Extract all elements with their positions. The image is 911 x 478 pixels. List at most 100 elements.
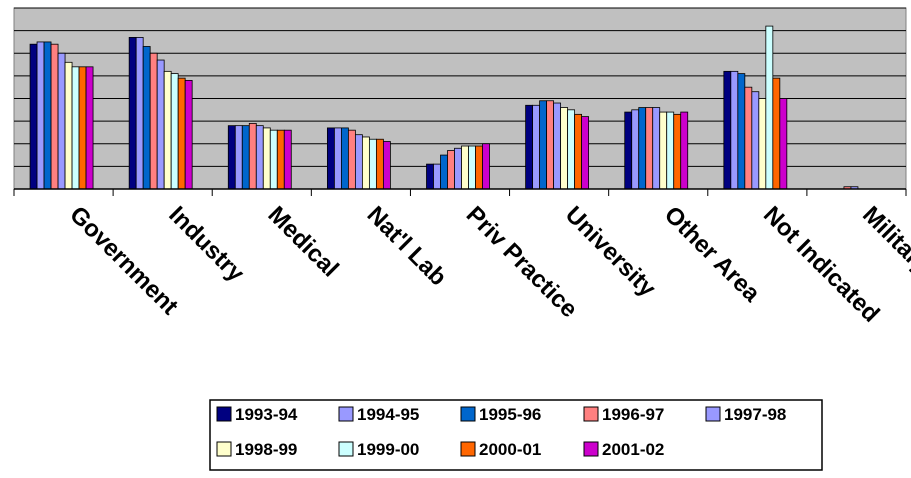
bar: 1996-97 – Nat'l Lab: 2.6 [347, 129, 356, 190]
bar: 1994-95 – Nat'l Lab: 2.7 [333, 127, 342, 190]
bar: 1994-95 – Not Indicated: 5.2 [730, 70, 739, 190]
bar: 1999-00 – Other Area: 3.4 [666, 111, 675, 190]
bar: 1999-00 – Priv Practice: 1.9 [468, 145, 476, 190]
legend-label: 1995-96 [479, 405, 541, 424]
bar: 1997-98 – Priv Practice: 1.8 [454, 147, 462, 190]
bar: 1998-99 – Government: 5.6 [64, 61, 73, 190]
bar: 1997-98 – Government: 6 [57, 52, 66, 190]
bar: 1998-99 – Priv Practice: 1.9 [461, 145, 469, 190]
bar: 2000-01 – Not Indicated: 4.9 [772, 77, 781, 190]
bar: 2001-02 – Not Indicated: 4 [779, 98, 788, 190]
bar: 1994-95 – Other Area: 3.5 [631, 109, 640, 190]
legend-label: 1993-94 [235, 405, 298, 424]
bar: 1996-97 – Priv Practice: 1.7 [447, 150, 455, 190]
bar: 1997-98 – Other Area: 3.6 [652, 107, 661, 190]
bar: 1998-99 – Not Indicated: 4 [758, 98, 767, 190]
bar: 1993-94 – Medical: 2.8 [227, 125, 236, 190]
bar: 2000-01 – Nat'l Lab: 2.2 [375, 138, 384, 190]
category-label: Industry [163, 201, 249, 287]
legend-label: 2001-02 [602, 440, 664, 459]
legend-swatch [583, 406, 599, 422]
bar: 1997-98 – Not Indicated: 4.3 [751, 91, 760, 190]
legend-swatch [338, 406, 354, 422]
bar: 1998-99 – University: 3.6 [560, 107, 569, 190]
legend-swatch [583, 441, 599, 457]
bar: 1998-99 – Other Area: 3.4 [659, 111, 668, 190]
bar: 1995-96 – Other Area: 3.6 [638, 107, 647, 190]
bar: 1994-95 – Industry: 6.7 [135, 37, 144, 190]
bar: 1995-96 – Industry: 6.3 [142, 46, 151, 190]
bar: 2000-01 – Other Area: 3.3 [673, 113, 682, 190]
legend-label: 1996-97 [602, 405, 664, 424]
bar: 1997-98 – Nat'l Lab: 2.4 [354, 134, 363, 190]
bar: 2000-01 – Medical: 2.6 [276, 129, 285, 190]
bar: 1999-00 – Not Indicated: 7.2 [765, 25, 774, 190]
legend-label: 1994-95 [357, 405, 419, 424]
bar: 1996-97 – Industry: 6 [149, 52, 158, 190]
legend-swatch [216, 441, 232, 457]
bar: 1993-94 – Other Area: 3.4 [624, 111, 633, 190]
bar: 1995-96 – Government: 6.5 [43, 41, 52, 190]
bar: 2001-02 – Nat'l Lab: 2.1 [382, 141, 391, 190]
bar: 1996-97 – Not Indicated: 4.5 [744, 86, 753, 190]
bar: 2001-02 – Other Area: 3.4 [680, 111, 689, 190]
bar: 1996-97 – University: 3.9 [546, 100, 555, 190]
bar: 1995-96 – Not Indicated: 5.1 [737, 73, 746, 190]
bar: 1999-00 – Government: 5.4 [71, 66, 80, 190]
category-label: Medical [262, 201, 343, 282]
bar: 2001-02 – Government: 5.4 [85, 66, 94, 190]
legend-label: 1997-98 [724, 405, 786, 424]
bar: 1993-94 – University: 3.7 [525, 104, 534, 190]
bar: 1993-94 – Government: 6.4 [29, 43, 38, 190]
bar: 1998-99 – Nat'l Lab: 2.3 [361, 136, 370, 190]
bar: 1993-94 – Industry: 6.7 [128, 37, 137, 190]
category-label: Military [857, 201, 911, 280]
bar: 1997-98 – University: 3.8 [553, 102, 562, 190]
bar: 1995-96 – Medical: 2.8 [241, 125, 250, 190]
bar: 1999-00 – Industry: 5.1 [170, 73, 179, 190]
legend-swatch [460, 406, 476, 422]
legend-swatch [338, 441, 354, 457]
bar: 1999-00 – Nat'l Lab: 2.2 [368, 138, 377, 190]
bar: 1994-95 – Government: 6.5 [36, 41, 45, 190]
bar: 1995-96 – University: 3.9 [539, 100, 548, 190]
bar: 1993-94 – Not Indicated: 5.2 [723, 70, 732, 190]
legend: 1993-94 1994-95 1995-96 1996-97 1997-98 1998-… [209, 399, 823, 471]
category-label: Nat'l Lab [362, 201, 452, 291]
bar: 2001-02 – Priv Practice: 2 [482, 143, 490, 190]
bar: 1995-96 – Priv Practice: 1.5 [440, 154, 448, 190]
category-label: Other Area [659, 201, 766, 308]
bar: 1998-99 – Medical: 2.7 [262, 127, 271, 190]
legend-swatch [705, 406, 721, 422]
bar: 1997-98 – Industry: 5.7 [156, 59, 165, 190]
legend-swatch [216, 406, 232, 422]
bar: 1996-97 – Other Area: 3.6 [645, 107, 654, 190]
legend-label: 2000-01 [479, 440, 541, 459]
bar: 1995-96 – Nat'l Lab: 2.7 [340, 127, 349, 190]
bar: 1994-95 – University: 3.7 [532, 104, 541, 190]
legend-label: 1999-00 [357, 440, 419, 459]
legend-swatch [460, 441, 476, 457]
bar: 1994-95 – Medical: 2.8 [234, 125, 243, 190]
bar: 2001-02 – University: 3.2 [581, 116, 590, 190]
bar: 2000-01 – Government: 5.4 [78, 66, 87, 190]
x-axis [13, 188, 907, 196]
bar: 1996-97 – Government: 6.4 [50, 43, 59, 190]
bar: 2000-01 – Priv Practice: 1.9 [475, 145, 483, 190]
bar: 2000-01 – Industry: 4.9 [177, 77, 186, 190]
bar: 2001-02 – Medical: 2.6 [283, 129, 292, 190]
bar: 2001-02 – Industry: 4.8 [184, 80, 193, 190]
bar: 1993-94 – Nat'l Lab: 2.7 [326, 127, 335, 190]
bar: 1993-94 – Priv Practice: 1.1 [426, 163, 434, 190]
bar: 2000-01 – University: 3.3 [574, 113, 583, 190]
bar: 1996-97 – Medical: 2.9 [248, 122, 257, 190]
legend-label: 1998-99 [235, 440, 297, 459]
bar: 1994-95 – Priv Practice: 1.1 [433, 163, 441, 190]
bar: 1998-99 – Industry: 5.2 [163, 70, 172, 190]
bar: 1997-98 – Medical: 2.8 [255, 125, 264, 190]
category-label: University [560, 201, 662, 303]
bar: 1999-00 – Medical: 2.6 [269, 129, 278, 190]
